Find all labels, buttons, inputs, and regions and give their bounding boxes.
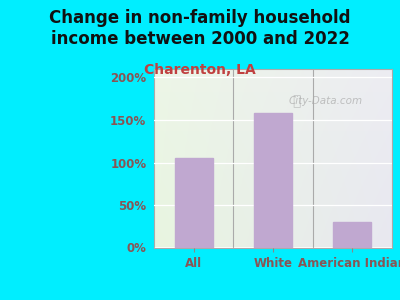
Bar	[175, 158, 213, 248]
Text: ⌕: ⌕	[293, 94, 301, 108]
Bar	[254, 113, 292, 247]
Text: City-Data.com: City-Data.com	[288, 96, 362, 106]
Text: Change in non-family household
income between 2000 and 2022: Change in non-family household income be…	[49, 9, 351, 48]
Bar	[333, 222, 371, 248]
Text: Charenton, LA: Charenton, LA	[144, 63, 256, 77]
